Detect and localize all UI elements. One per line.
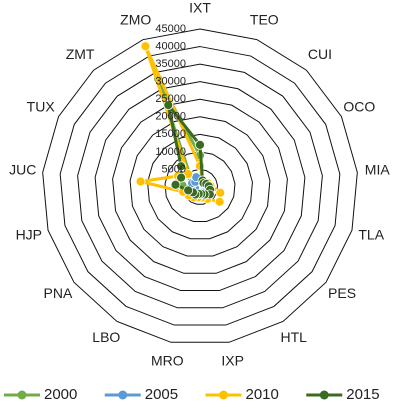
series-point [176,172,187,183]
category-label: ZMO [120,12,151,28]
grid-ring [147,133,253,240]
category-label: IXP [221,353,244,369]
r-tick-label: 10000 [155,146,186,158]
category-label: CUI [308,46,332,62]
grid-ring [112,98,288,274]
grid-ring [42,28,358,343]
grid-ring [94,81,306,292]
series-point [214,196,225,207]
category-label: LBO [92,329,120,345]
legend-label: 2010 [246,386,279,403]
series-point [195,139,205,150]
legend-marker [319,390,329,400]
category-label: MIA [365,161,391,177]
r-tick-label: 30000 [155,76,186,88]
grid-ring [59,46,341,326]
series-point [183,185,194,196]
grid-ring [129,116,271,257]
category-label: ZMT [66,46,95,62]
legend-label: 2000 [44,386,77,403]
series-point [215,187,226,198]
grid-ring [164,151,236,223]
legend-label: 2005 [145,386,178,403]
category-label: TUX [27,98,56,114]
category-label: TEO [250,12,279,28]
r-tick-label: 35000 [155,58,186,70]
r-tick-label: 20000 [155,111,186,123]
series-point [170,179,181,190]
legend-label: 2015 [346,386,379,403]
legend-marker [219,390,228,400]
series-point [163,100,174,111]
category-label: HJP [16,226,42,242]
category-label: TLA [358,226,384,242]
r-tick-label: 25000 [155,93,186,105]
r-tick-label: 45000 [155,23,186,35]
series-point [176,161,186,172]
category-label: IXT [189,0,211,16]
category-label: PES [328,285,356,301]
series-point [135,176,146,187]
category-label: HTL [280,329,307,345]
series-point [140,41,151,52]
legend-marker [118,390,128,400]
category-label: PNA [44,285,73,301]
category-label: OCO [343,98,375,114]
category-label: MRO [151,353,184,369]
legend-marker [17,390,27,400]
grid-ring [77,63,323,309]
category-label: JUC [9,161,36,177]
r-tick-label: 5000 [162,163,186,175]
r-tick-label: 15000 [155,128,186,140]
r-tick-label: 40000 [155,40,186,52]
